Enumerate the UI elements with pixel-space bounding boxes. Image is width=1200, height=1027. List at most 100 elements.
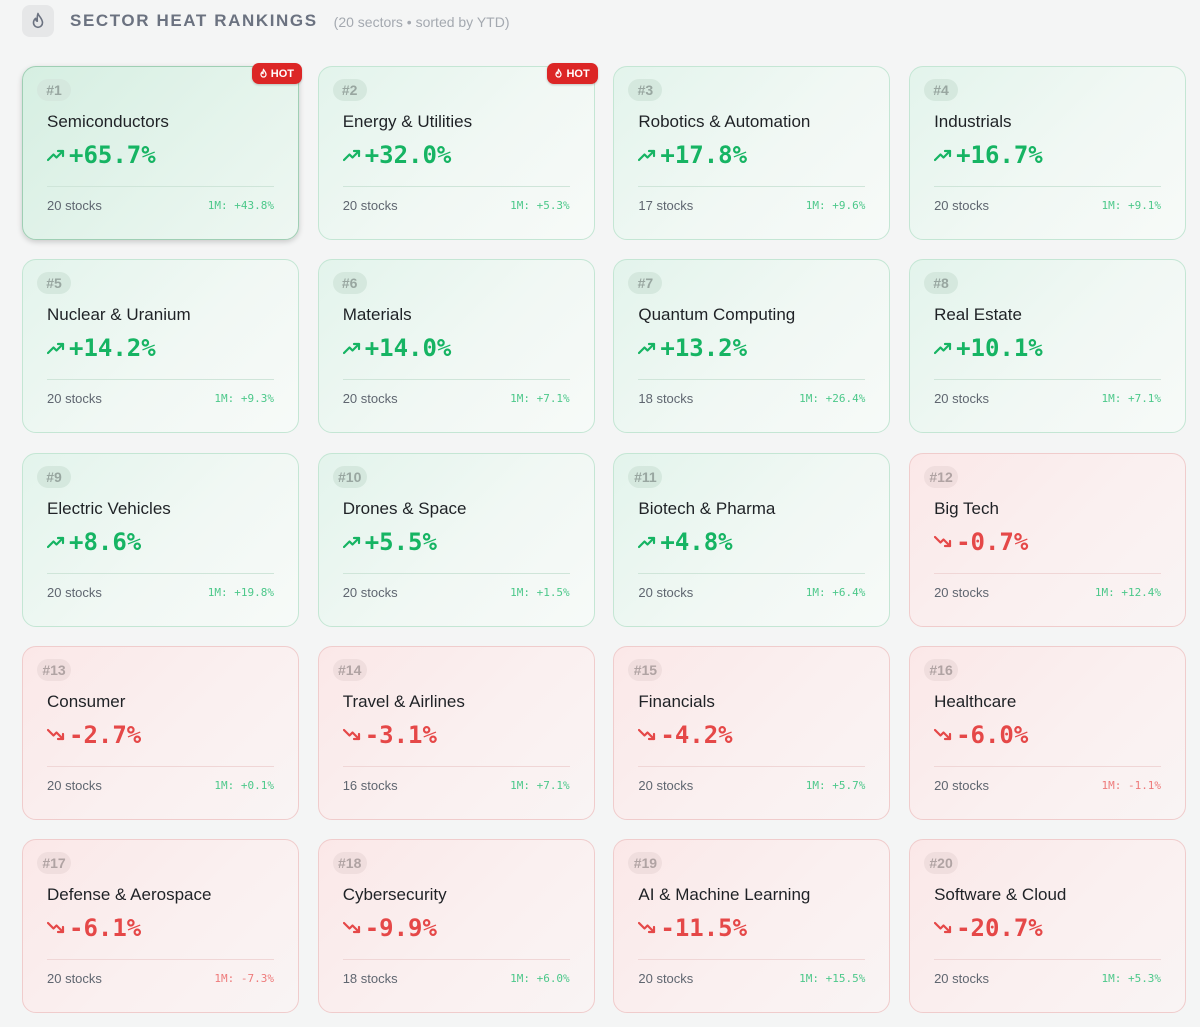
- sector-name: Software & Cloud: [934, 885, 1067, 905]
- rank-badge: #5: [37, 272, 71, 295]
- sector-card[interactable]: #19 AI & Machine Learning -11.5% 20 stoc…: [613, 839, 891, 1014]
- sector-card[interactable]: #7 Quantum Computing +13.2% 18 stocks 1M…: [613, 259, 891, 434]
- sector-name: Drones & Space: [342, 498, 467, 518]
- rank-badge: #11: [628, 465, 663, 488]
- sector-name: Energy & Utilities: [342, 112, 473, 131]
- trending-up-icon: [934, 343, 952, 355]
- ytd-value: +65.7%: [69, 141, 156, 169]
- card-divider: [47, 765, 274, 767]
- rank-badge: #9: [37, 465, 71, 488]
- ytd-change: +14.2%: [47, 333, 156, 363]
- trending-down-icon: [934, 728, 952, 740]
- sector-card[interactable]: #12 Big Tech -0.7% 20 stocks 1M: +12.4%: [909, 452, 1187, 627]
- rank-badge: #7: [628, 272, 663, 295]
- sector-card[interactable]: #18 Cybersecurity -9.9% 18 stocks 1M: +6…: [317, 839, 595, 1014]
- sector-name: Materials: [342, 305, 412, 325]
- trending-down-icon: [934, 535, 952, 547]
- trending-down-icon: [342, 728, 360, 740]
- one-month-change: 1M: +15.5%: [799, 972, 866, 986]
- one-month-change: 1M: +26.4%: [799, 392, 866, 406]
- sector-card[interactable]: #16 Healthcare -6.0% 20 stocks 1M: -1.1%: [909, 645, 1187, 820]
- sector-card[interactable]: #14 Travel & Airlines -3.1% 16 stocks 1M…: [317, 645, 595, 820]
- ytd-change: -20.7%: [934, 913, 1043, 943]
- trending-up-icon: [342, 149, 360, 162]
- stock-count: 20 stocks: [934, 971, 989, 987]
- card-divider: [638, 379, 866, 381]
- stock-count: 20 stocks: [638, 584, 694, 600]
- trending-up-icon: [47, 536, 65, 548]
- sector-card[interactable]: #3 Robotics & Automation +17.8% 17 stock…: [613, 66, 891, 240]
- stock-count: 20 stocks: [934, 777, 989, 793]
- sector-card[interactable]: #17 Defense & Aerospace -6.1% 20 stocks …: [22, 839, 299, 1014]
- ytd-change: -3.1%: [342, 720, 437, 750]
- card-divider: [47, 379, 274, 381]
- stock-count: 20 stocks: [342, 584, 398, 600]
- trending-up-icon: [934, 149, 952, 162]
- ytd-change: +32.0%: [342, 140, 452, 170]
- rank-badge: #19: [628, 852, 663, 875]
- sector-card[interactable]: #9 Electric Vehicles +8.6% 20 stocks 1M:…: [22, 452, 299, 627]
- sector-card[interactable]: #1 HOT Semiconductors +65.7% 20 stocks 1…: [22, 63, 302, 240]
- sector-name: Biotech & Pharma: [638, 498, 776, 518]
- trending-down-icon: [638, 922, 656, 934]
- rank-badge: #6: [332, 272, 367, 295]
- card-divider: [638, 959, 866, 961]
- sector-card[interactable]: #10 Drones & Space +5.5% 20 stocks 1M: +…: [317, 452, 595, 627]
- ytd-change: -4.2%: [638, 720, 733, 750]
- sector-card[interactable]: #6 Materials +14.0% 20 stocks 1M: +7.1%: [317, 259, 595, 434]
- trending-up-icon: [47, 343, 65, 355]
- sector-card[interactable]: #20 Software & Cloud -20.7% 20 stocks 1M…: [909, 839, 1187, 1014]
- trending-down-icon: [47, 922, 65, 934]
- card-divider: [47, 959, 274, 961]
- ytd-change: -2.7%: [47, 720, 141, 750]
- one-month-change: 1M: +7.1%: [1101, 392, 1162, 406]
- ytd-value: +14.0%: [364, 334, 452, 363]
- ytd-value: +32.0%: [364, 141, 452, 169]
- one-month-change: 1M: +5.3%: [1101, 972, 1162, 986]
- ytd-value: -9.9%: [364, 914, 437, 943]
- ytd-value: -6.0%: [956, 720, 1029, 749]
- card-divider: [342, 186, 570, 187]
- rank-badge: #14: [332, 658, 367, 681]
- ytd-value: -20.7%: [956, 914, 1043, 943]
- ytd-change: -0.7%: [934, 527, 1028, 557]
- sector-card[interactable]: #8 Real Estate +10.1% 20 stocks 1M: +7.1…: [909, 259, 1187, 434]
- sector-name: Travel & Airlines: [342, 691, 465, 711]
- hot-label: HOT: [270, 67, 294, 80]
- hot-label: HOT: [566, 67, 590, 80]
- one-month-change: 1M: +5.3%: [510, 199, 570, 212]
- card-divider: [638, 765, 866, 767]
- page-subtitle: (20 sectors • sorted by YTD): [333, 13, 510, 30]
- sector-card[interactable]: #11 Biotech & Pharma +4.8% 20 stocks 1M:…: [613, 452, 891, 627]
- rank-badge: #10: [332, 465, 367, 488]
- ytd-change: -9.9%: [342, 913, 437, 943]
- sector-name: Semiconductors: [47, 112, 169, 131]
- trending-down-icon: [934, 922, 952, 934]
- stock-count: 20 stocks: [47, 584, 102, 600]
- rank-badge: #3: [628, 79, 663, 101]
- sector-card[interactable]: #2 HOT Energy & Utilities +32.0% 20 stoc…: [317, 63, 598, 240]
- ytd-value: +14.2%: [69, 334, 156, 363]
- sector-card[interactable]: #15 Financials -4.2% 20 stocks 1M: +5.7%: [613, 645, 891, 820]
- ytd-change: +13.2%: [638, 333, 747, 363]
- card-divider: [47, 572, 274, 574]
- ytd-change: +14.0%: [342, 333, 452, 363]
- ytd-value: -4.2%: [660, 720, 733, 749]
- ytd-value: +16.7%: [956, 141, 1043, 169]
- stock-count: 17 stocks: [638, 198, 694, 213]
- sector-card[interactable]: #4 Industrials +16.7% 20 stocks 1M: +9.1…: [909, 66, 1187, 240]
- ytd-change: -6.1%: [47, 913, 141, 943]
- sector-card[interactable]: #13 Consumer -2.7% 20 stocks 1M: +0.1%: [22, 645, 299, 820]
- rank-badge: #16: [924, 658, 959, 681]
- sector-name: Cybersecurity: [342, 885, 447, 905]
- ytd-value: -11.5%: [660, 914, 748, 943]
- flame-icon: [260, 68, 267, 78]
- sector-card[interactable]: #5 Nuclear & Uranium +14.2% 20 stocks 1M…: [22, 259, 299, 434]
- sector-name: Industrials: [934, 112, 1012, 131]
- ytd-value: -6.1%: [69, 914, 142, 943]
- ytd-value: +10.1%: [956, 334, 1043, 363]
- ytd-change: -11.5%: [638, 913, 747, 943]
- stock-count: 20 stocks: [47, 777, 102, 793]
- one-month-change: 1M: +43.8%: [207, 199, 274, 212]
- page-header: SECTOR HEAT RANKINGS (20 sectors • sorte…: [22, 4, 510, 38]
